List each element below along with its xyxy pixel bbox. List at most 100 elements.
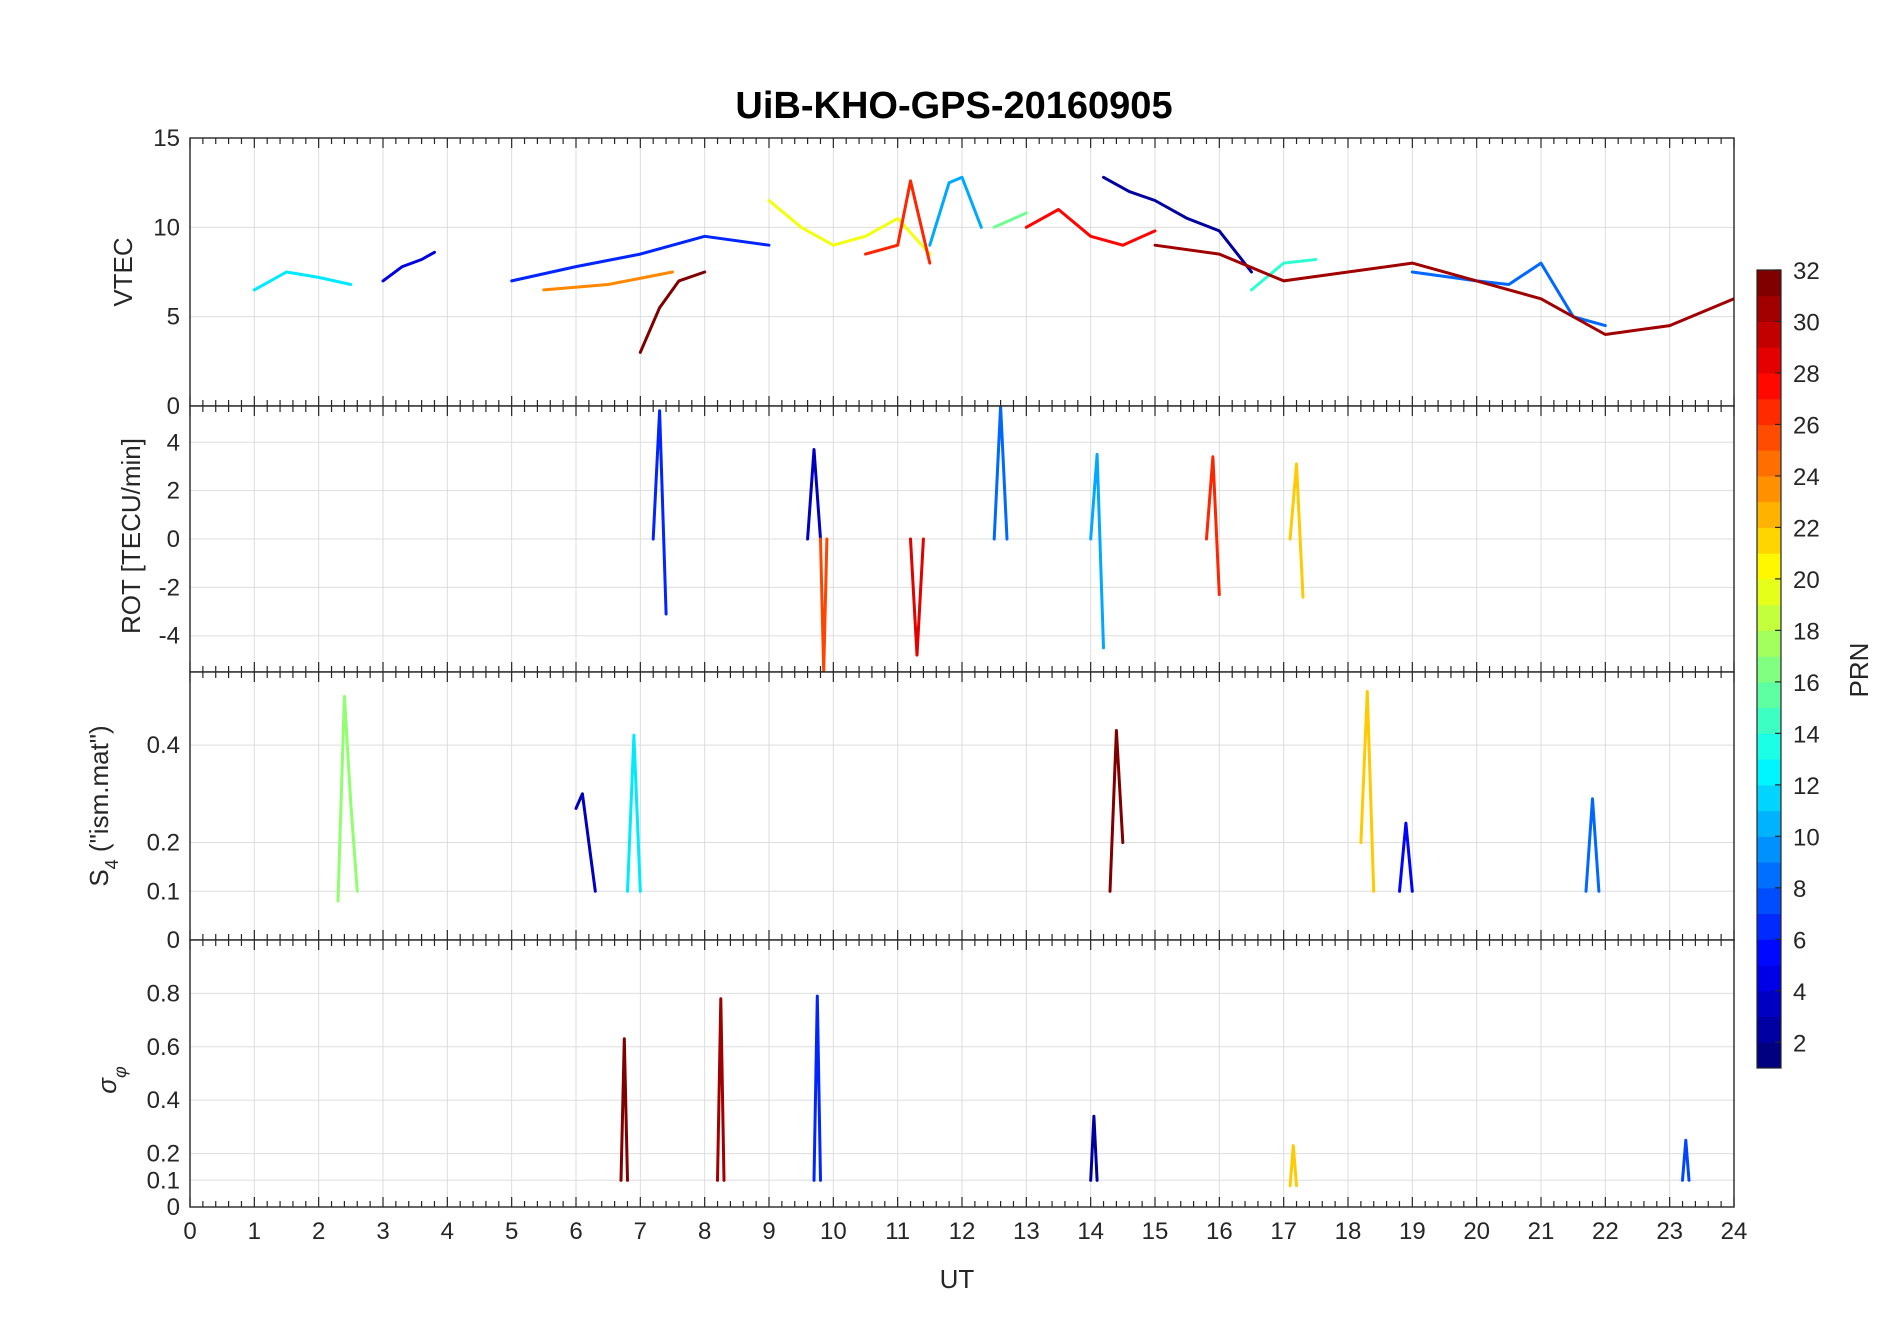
colorbar-segment — [1757, 810, 1781, 837]
colorbar-tick-label: 28 — [1793, 361, 1820, 388]
vtec-series-prn-16 — [992, 211, 1028, 229]
s4-y-label-main: S — [84, 869, 114, 886]
colorbar-label: PRN — [1844, 643, 1874, 698]
s4-panel: 0 0.1 0.2 0.4 — [147, 671, 1735, 954]
colorbar-segment — [1757, 656, 1781, 683]
rot-series-prn-26 — [819, 537, 829, 672]
vtec-series-prn-2 — [1102, 175, 1253, 274]
colorbar-segment — [1757, 553, 1781, 580]
colorbar-segment — [1757, 887, 1781, 915]
colorbar-segment — [1757, 707, 1781, 734]
sigphi-y-tick-label: 0.6 — [147, 1034, 180, 1061]
s4-y-label-rest: ("ism.mat") — [84, 725, 114, 859]
rot-series-prn-27 — [1205, 455, 1221, 597]
colorbar-segment — [1757, 501, 1781, 528]
vtec-series-prn-4 — [381, 250, 436, 283]
colorbar-tick-label: 32 — [1793, 258, 1820, 285]
colorbar-segment — [1757, 862, 1781, 889]
vtec-series-prn-12 — [252, 270, 353, 292]
x-tick-label: 11 — [885, 1218, 910, 1245]
x-tick-label: 23 — [1656, 1218, 1683, 1245]
vtec-series-prn-32 — [638, 270, 707, 354]
rot-series-prn-6 — [651, 409, 668, 616]
sigphi-series-prn-6 — [812, 994, 822, 1182]
colorbar-segment — [1757, 965, 1781, 992]
vtec-series-prn-10 — [928, 175, 983, 247]
x-tick-label: 3 — [376, 1218, 389, 1245]
x-tick-label: 17 — [1270, 1218, 1297, 1245]
x-tick-label: 24 — [1721, 1218, 1748, 1245]
x-tick-label: 14 — [1077, 1218, 1104, 1245]
s4-series-prn-3 — [574, 792, 597, 893]
sigphi-series-prn-7 — [1681, 1138, 1691, 1182]
rot-series-prn-29 — [909, 537, 925, 657]
sigphi-y-label-main: σ — [92, 1077, 122, 1094]
vtec-series-prn-14 — [1250, 258, 1318, 292]
colorbar-tick-label: 4 — [1793, 979, 1806, 1006]
x-tick-label: 18 — [1335, 1218, 1362, 1245]
vtec-y-label: VTEC — [108, 237, 138, 306]
x-tick-label: 22 — [1592, 1218, 1619, 1245]
colorbar-segment — [1757, 295, 1781, 322]
colorbar-tick-label: 8 — [1793, 876, 1806, 903]
sigphi-series-prn-31 — [716, 997, 726, 1182]
vtec-panel: 0 5 10 15 — [153, 125, 1735, 420]
x-tick-label: 2 — [312, 1218, 325, 1245]
rot-y-tick-label: 0 — [167, 526, 180, 553]
x-tick-label: 8 — [698, 1218, 711, 1245]
colorbar-segment — [1757, 450, 1781, 477]
sigphi-y-tick-label: 0.1 — [147, 1167, 180, 1194]
s4-series-prn-22 — [1359, 690, 1376, 893]
s4-y-tick-label: 0.2 — [147, 830, 180, 857]
s4-series-prn-8 — [1584, 797, 1601, 893]
colorbar-segment — [1757, 270, 1781, 297]
colorbar-segment — [1757, 990, 1781, 1018]
vtec-series-prn-6 — [510, 234, 771, 283]
s4-y-label-sub: 4 — [102, 859, 122, 869]
rot-y-label: ROT [TECU/min] — [116, 438, 146, 634]
colorbar-segment — [1757, 424, 1781, 451]
sigphi-series-prn-22 — [1288, 1144, 1298, 1188]
rot-y-tick-label: 2 — [167, 478, 180, 505]
vtec-series-prn-24 — [542, 270, 674, 292]
s4-series-prn-32 — [1108, 729, 1125, 893]
vtec-y-tick-label: 10 — [153, 214, 180, 241]
vtec-series-group — [252, 175, 1734, 354]
colorbar-segment — [1757, 784, 1781, 812]
s4-series-prn-12 — [626, 733, 642, 893]
colorbar-segment — [1757, 733, 1781, 760]
sigphi-y-tick-label: 0.4 — [147, 1087, 180, 1114]
colorbar-segment — [1757, 527, 1781, 554]
colorbar-tick-label: 14 — [1793, 721, 1820, 748]
rot-series-group — [651, 406, 1305, 672]
colorbar-segment — [1757, 604, 1781, 631]
s4-y-tick-label: 0.1 — [147, 878, 180, 905]
rot-series-prn-22 — [1288, 462, 1305, 599]
vtec-y-tick-label: 15 — [153, 125, 180, 152]
x-tick-label: 4 — [441, 1218, 454, 1245]
x-tick-label: 19 — [1399, 1218, 1426, 1245]
x-tick-label: 20 — [1463, 1218, 1490, 1245]
colorbar-segment — [1757, 939, 1781, 966]
colorbar-tick-label: 2 — [1793, 1030, 1806, 1057]
x-tick-label: 6 — [569, 1218, 582, 1245]
colorbar-segment — [1757, 1042, 1781, 1069]
x-tick-label: 16 — [1206, 1218, 1233, 1245]
sigphi-series-prn-2 — [1089, 1114, 1099, 1182]
y-axis-labels: VTEC ROT [TECU/min] S4 ("ism.mat") σφ — [84, 237, 146, 1093]
colorbar-segment — [1757, 759, 1781, 786]
sigphi-series-prn-32 — [619, 1037, 629, 1182]
rot-y-tick-label: -4 — [159, 623, 180, 650]
colorbar-segment — [1757, 913, 1781, 940]
sigphi-y-tick-label: 0.2 — [147, 1141, 180, 1168]
colorbar-tick-label: 20 — [1793, 567, 1820, 594]
x-tick-label: 21 — [1528, 1218, 1555, 1245]
colorbar-segment — [1757, 372, 1781, 400]
chart-title: UiB-KHO-GPS-20160905 — [735, 85, 1172, 127]
x-tick-label: 7 — [634, 1218, 647, 1245]
vtec-series-prn-31 — [1153, 243, 1734, 336]
colorbar-tick-label: 22 — [1793, 515, 1820, 542]
colorbar-tick-label: 30 — [1793, 309, 1820, 336]
colorbar-segment — [1757, 630, 1781, 657]
